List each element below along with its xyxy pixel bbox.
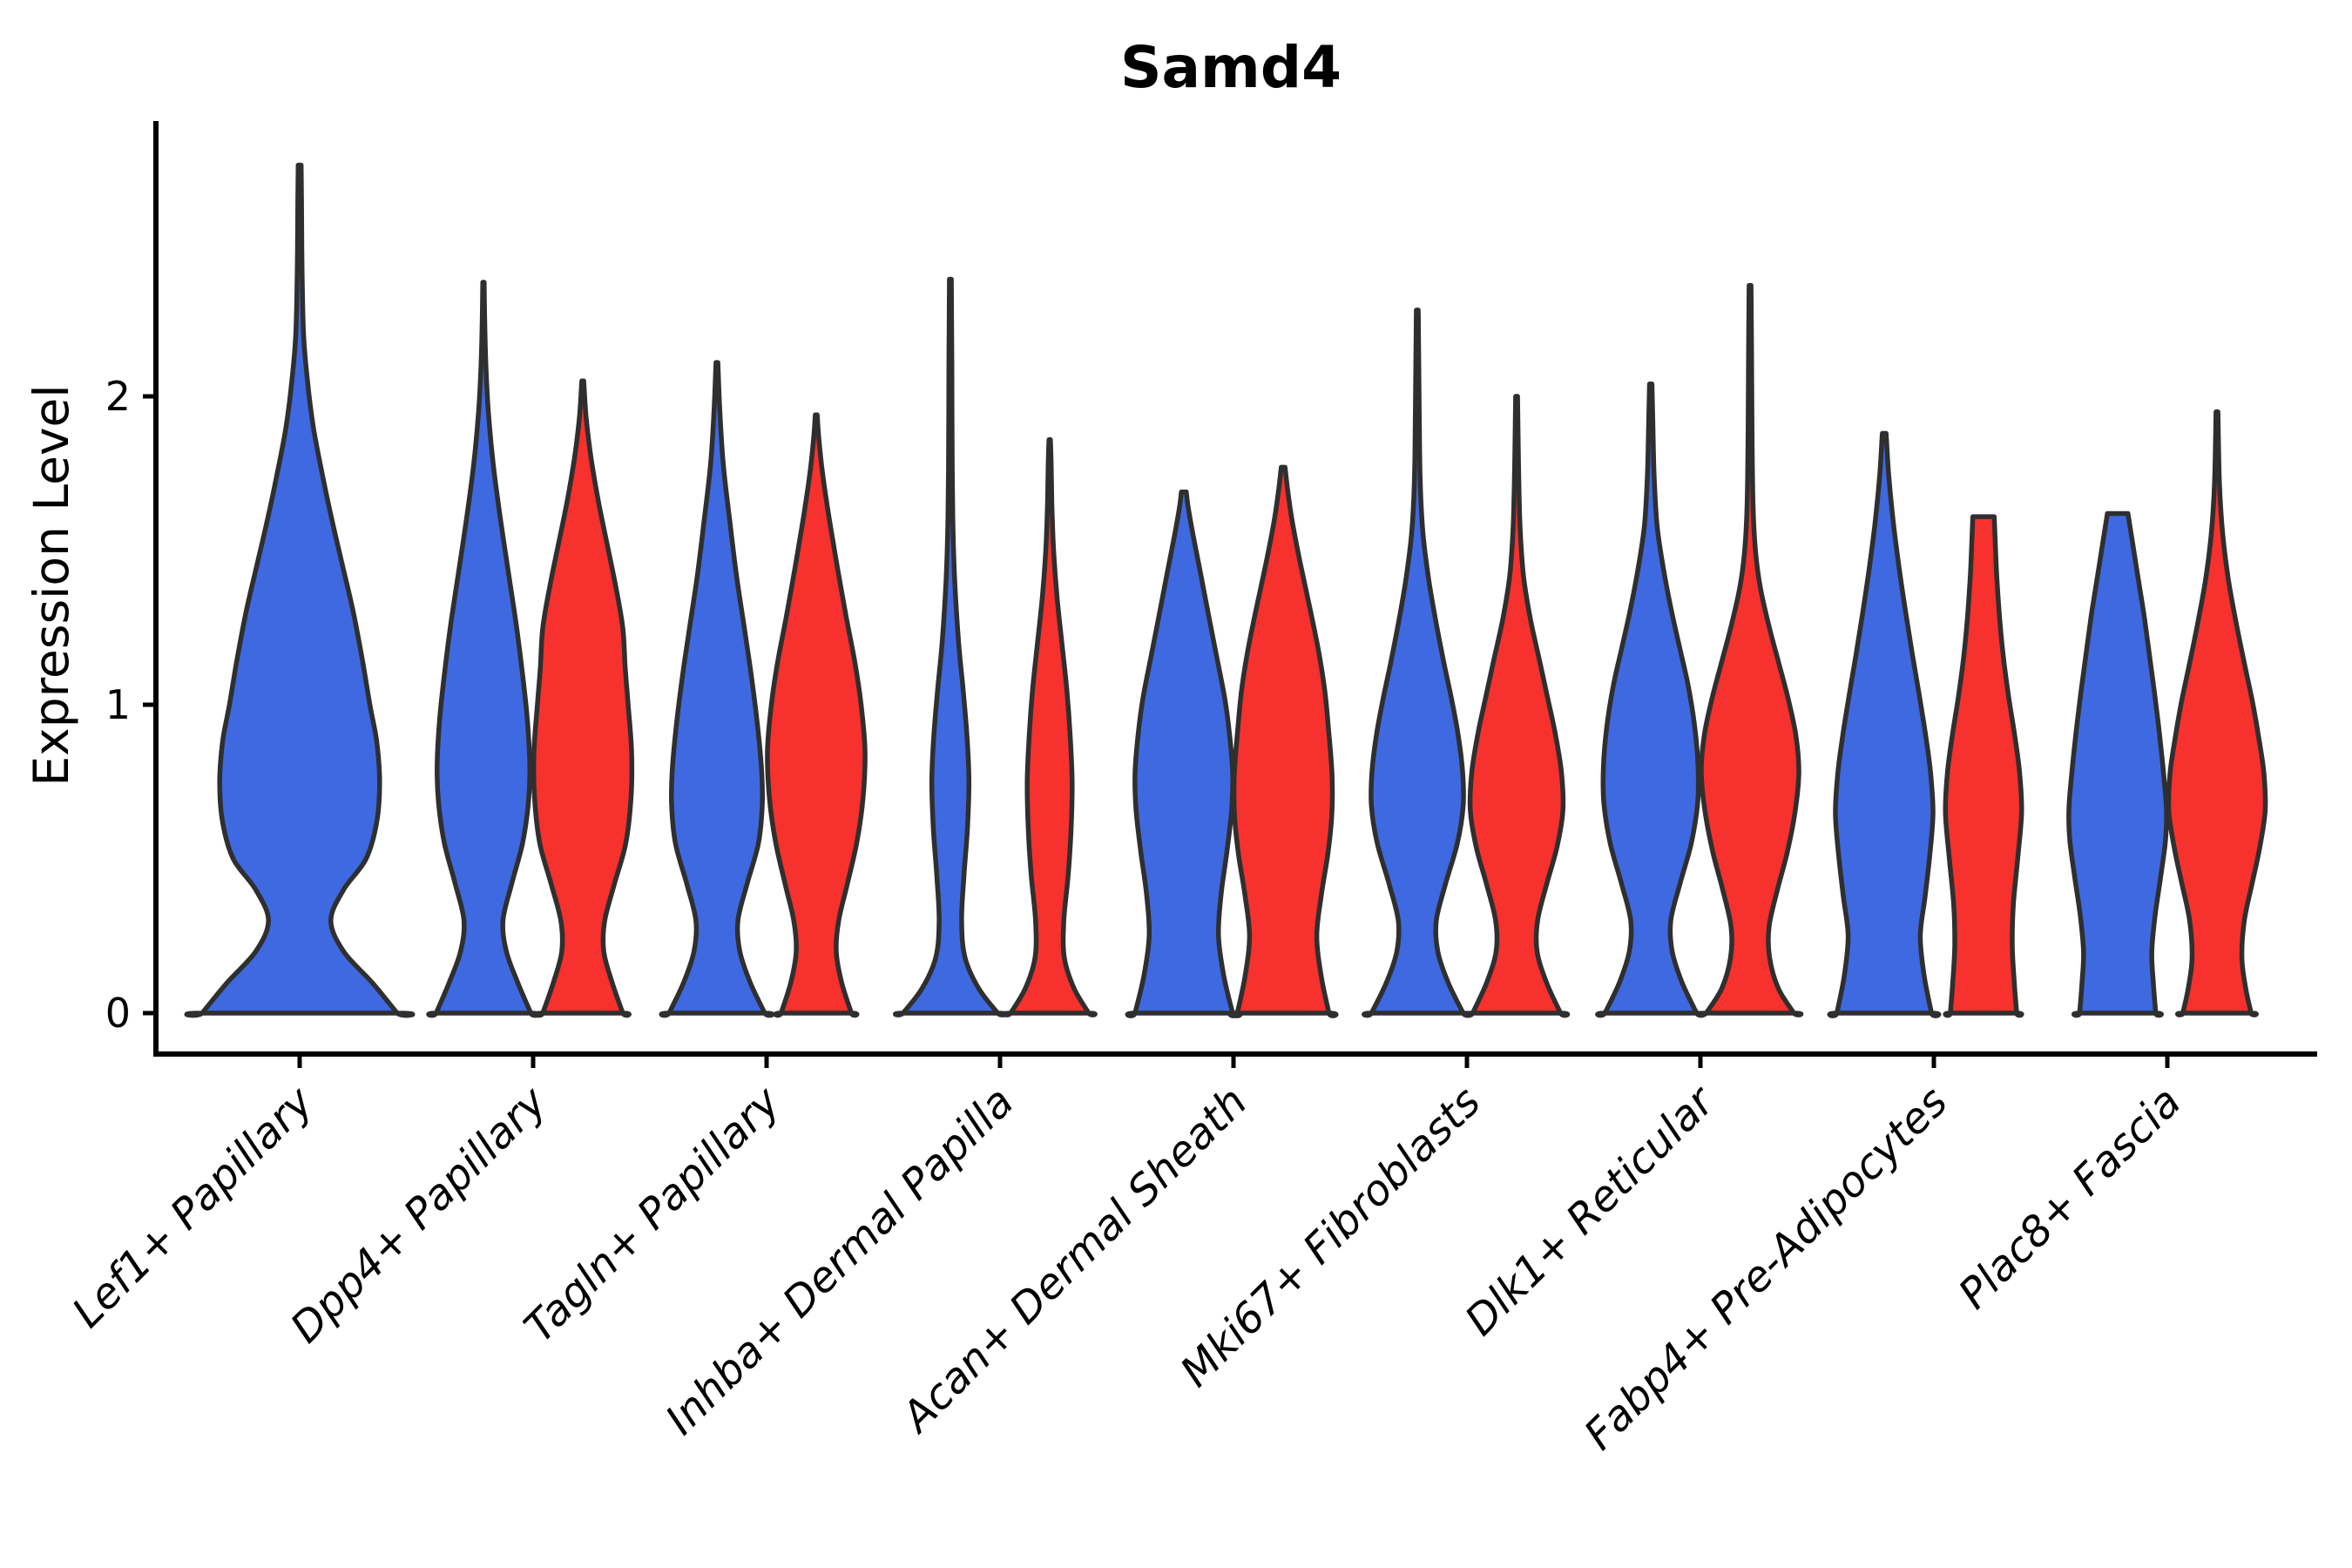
violin-blue-lef1-papillary — [184, 162, 416, 1018]
violin-blue-inhba-dermal-papilla — [893, 276, 1008, 1017]
violin-blue-mki67-fibroblasts — [1362, 308, 1473, 1018]
violin-blue-dpp4-papillary — [426, 280, 541, 1018]
violin-red-tagln-papillary — [765, 412, 868, 1018]
violin-red-plac8-fascia — [2166, 409, 2268, 1017]
y-tick-label-2: 2 — [105, 373, 131, 420]
violin-red-inhba-dermal-papilla — [1002, 436, 1098, 1017]
violin-blue-tagln-papillary — [659, 360, 775, 1018]
x-tick-label-tagln-papillary: Tagln+ Papillary — [515, 1077, 790, 1352]
x-tick-label-dpp4-papillary: Dpp4+ Papillary — [281, 1077, 557, 1352]
y-tick-label-0: 0 — [105, 990, 131, 1037]
violin-red-fabp4-pre-adipocytes — [1943, 514, 2024, 1018]
x-tick-label-lef1-papillary: Lef1+ Papillary — [63, 1077, 323, 1337]
violin-red-dpp4-papillary — [531, 378, 635, 1018]
violin-blue-acan-dermal-sheath — [1125, 489, 1243, 1018]
violin-blue-plac8-fascia — [2066, 510, 2169, 1018]
violin-red-mki67-fibroblasts — [1463, 394, 1571, 1018]
x-tick-label-plac8-fascia: Plac8+ Fascia — [1950, 1078, 2191, 1319]
violin-blue-fabp4-pre-adipocytes — [1827, 430, 1942, 1018]
y-tick-label-1: 1 — [105, 681, 131, 728]
violin-red-dlk1-reticular — [1696, 282, 1804, 1017]
x-tick-label-dlk1-reticular: Dlk1+ Reticular — [1456, 1076, 1726, 1346]
chart-title: Samd4 — [1120, 34, 1342, 101]
violin-red-acan-dermal-sheath — [1227, 464, 1339, 1018]
violin-blue-dlk1-reticular — [1595, 382, 1707, 1018]
y-axis-title: Expression Level — [24, 384, 79, 786]
